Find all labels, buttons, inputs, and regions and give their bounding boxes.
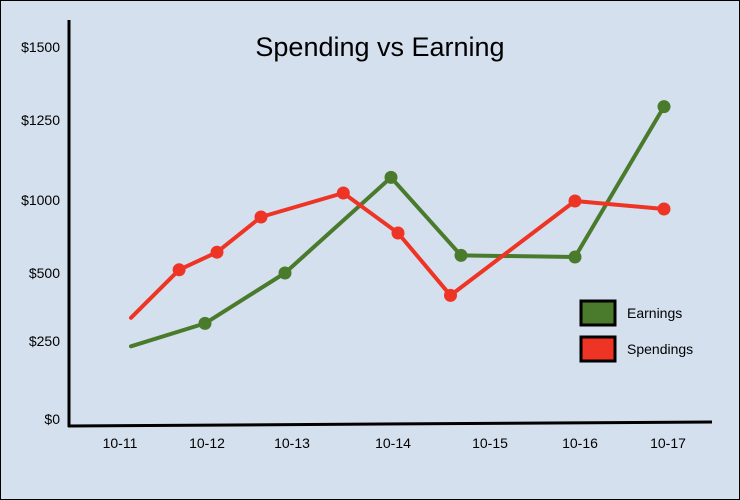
data-point-spendings — [391, 226, 405, 240]
legend-swatch-earnings — [579, 299, 617, 327]
data-point-spendings — [657, 202, 671, 216]
data-point-spendings — [444, 288, 457, 302]
series-line-spendings — [129, 191, 666, 320]
chart-title: Spending vs Earning — [255, 32, 505, 62]
data-point-earnings — [454, 248, 468, 262]
x-tick-label: 10-13 — [274, 435, 310, 451]
x-tick-label: 10-12 — [189, 435, 225, 451]
data-point-spendings — [336, 186, 350, 200]
x-tick-label: 10-17 — [650, 435, 686, 451]
y-tick-label: $1500 — [21, 39, 60, 55]
data-point-earnings — [384, 170, 398, 184]
data-point-earnings — [568, 250, 582, 264]
data-point-spendings — [254, 210, 268, 224]
data-point-spendings — [172, 263, 186, 277]
legend-label-spendings: Spendings — [627, 341, 693, 357]
y-tick-label: $250 — [29, 333, 60, 349]
x-tick-label: 10-11 — [103, 435, 138, 451]
y-tick-label: $0 — [44, 411, 60, 427]
data-point-spendings — [568, 194, 582, 208]
legend-label-earnings: Earnings — [627, 305, 682, 321]
y-tick-label: $1250 — [21, 112, 60, 128]
data-point-earnings — [278, 266, 292, 280]
x-tick-label: 10-16 — [562, 435, 598, 451]
data-point-spendings — [210, 245, 224, 259]
data-point-earnings — [657, 100, 671, 114]
x-tick-label: 10-15 — [472, 435, 508, 451]
y-tick-label: $1000 — [21, 192, 60, 208]
x-axis-line — [67, 420, 713, 428]
legend-swatch-spendings — [579, 335, 617, 363]
y-tick-label: $500 — [29, 265, 60, 281]
x-tick-label: 10-14 — [375, 435, 411, 451]
data-point-earnings — [198, 316, 212, 330]
